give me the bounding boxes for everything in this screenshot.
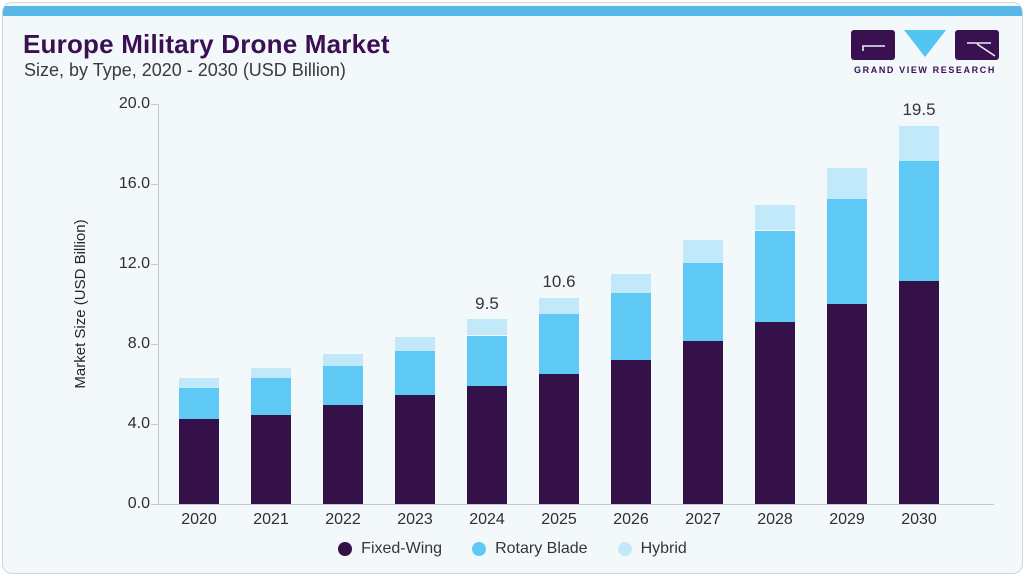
bar-segment-fixed-wing-2021 — [251, 415, 291, 504]
y-axis-tick-label: 4.0 — [127, 415, 150, 432]
top-accent-strip — [3, 6, 1022, 16]
bar-segment-fixed-wing-2025 — [539, 374, 579, 504]
bar-segment-hybrid-2025 — [539, 298, 579, 314]
bar-segment-hybrid-2020 — [179, 378, 219, 388]
legend-label: Hybrid — [640, 540, 687, 557]
bar-segment-fixed-wing-2024 — [467, 386, 507, 504]
chart-title: Europe Military Drone Market — [23, 29, 390, 59]
plot-area: 20.0 16.0 12.0 8.0 4.0 0.0 2020 2021 2022 2023 202… — [119, 95, 994, 528]
y-axis-tick — [151, 264, 158, 265]
bar-segment-hybrid-2027 — [683, 240, 723, 263]
bar-2024 — [467, 319, 507, 504]
x-axis-label-2024: 2024 — [469, 511, 505, 528]
y-axis-tick-label: 0.0 — [127, 495, 150, 512]
x-axis-label-2021: 2021 — [253, 511, 289, 528]
legend-dot-icon — [472, 542, 487, 556]
y-axis-tick-label: 8.0 — [127, 335, 150, 352]
legend-dot-icon — [617, 542, 632, 556]
bar-2021 — [251, 368, 291, 504]
y-axis-tick — [151, 184, 158, 185]
legend-item-fixed-wing: Fixed-Wing — [338, 540, 442, 558]
bar-value-label-2030: 19.5 — [902, 100, 936, 119]
bar-segment-hybrid-2022 — [323, 354, 363, 366]
bar-2027 — [683, 240, 723, 504]
x-axis-label-2026: 2026 — [613, 511, 649, 528]
bar-segment-rotary-blade-2027 — [683, 263, 723, 341]
logo-glyphs — [851, 30, 999, 60]
bar-2020 — [179, 378, 219, 504]
bar-segment-rotary-blade-2029 — [827, 199, 867, 304]
bar-segment-hybrid-2026 — [611, 274, 651, 293]
y-axis-title: Market Size (USD Billion) — [72, 219, 89, 389]
logo-wordmark: GRAND VIEW RESEARCH — [854, 65, 996, 75]
logo-r-icon — [955, 30, 999, 60]
bar-segment-fixed-wing-2023 — [395, 395, 435, 504]
bar-segment-fixed-wing-2026 — [611, 360, 651, 504]
x-axis-label-2022: 2022 — [325, 511, 361, 528]
bar-value-label-2024: 9.5 — [475, 294, 499, 313]
legend-item-rotary-blade: Rotary Blade — [472, 540, 588, 558]
bar-segment-rotary-blade-2021 — [251, 378, 291, 415]
bar-2022 — [323, 354, 363, 504]
logo-g-icon — [851, 30, 895, 60]
bar-2028 — [755, 205, 795, 504]
bar-2023 — [395, 337, 435, 504]
chart-subtitle: Size, by Type, 2020 - 2030 (USD Billion) — [24, 60, 346, 80]
bar-segment-hybrid-2021 — [251, 368, 291, 378]
bar-segment-fixed-wing-2022 — [323, 405, 363, 504]
x-axis-label-2023: 2023 — [397, 511, 433, 528]
y-axis-tick-label: 12.0 — [118, 255, 150, 272]
bar-2026 — [611, 273, 651, 504]
chart-legend: Fixed-Wing Rotary Blade Hybrid — [3, 540, 1022, 558]
x-axis-label-2030: 2030 — [901, 511, 937, 528]
legend-label: Fixed-Wing — [361, 540, 443, 557]
x-axis-label-2029: 2029 — [829, 511, 865, 528]
bar-segment-hybrid-2030 — [899, 126, 939, 161]
bar-segment-rotary-blade-2022 — [323, 366, 363, 405]
y-axis-tick — [151, 344, 158, 345]
logo-v-icon — [904, 30, 946, 57]
legend-item-hybrid: Hybrid — [617, 540, 687, 558]
bar-segment-hybrid-2028 — [755, 205, 795, 230]
x-axis-label-2027: 2027 — [685, 511, 721, 528]
bar-segment-rotary-blade-2024 — [467, 336, 507, 386]
bar-segment-hybrid-2023 — [395, 337, 435, 351]
bar-segment-rotary-blade-2020 — [179, 388, 219, 419]
x-axis-label-2025: 2025 — [541, 511, 577, 528]
bar-segment-fixed-wing-2029 — [827, 304, 867, 504]
bar-segment-fixed-wing-2020 — [179, 419, 219, 504]
bar-2030 — [899, 126, 939, 504]
bar-segment-hybrid-2029 — [827, 168, 867, 199]
legend-label: Rotary Blade — [495, 540, 588, 557]
bar-2025 — [539, 298, 579, 504]
legend-dot-icon — [338, 542, 353, 556]
bar-segment-hybrid-2024 — [467, 319, 507, 335]
bar-segment-fixed-wing-2028 — [755, 322, 795, 504]
y-axis-tick-label: 20.0 — [118, 95, 150, 112]
y-axis-tick — [151, 424, 158, 425]
bar-segment-rotary-blade-2030 — [899, 161, 939, 281]
bar-segment-fixed-wing-2030 — [899, 281, 939, 504]
bar-2029 — [827, 168, 867, 504]
bar-segment-rotary-blade-2028 — [755, 231, 795, 322]
bar-segment-rotary-blade-2023 — [395, 350, 435, 395]
bar-segment-rotary-blade-2026 — [611, 292, 651, 360]
y-axis-tick — [151, 104, 158, 105]
bar-segment-rotary-blade-2025 — [539, 314, 579, 374]
x-axis-label-2028: 2028 — [757, 511, 793, 528]
bar-segment-fixed-wing-2027 — [683, 341, 723, 504]
y-axis-tick — [151, 504, 158, 505]
y-axis-tick-label: 16.0 — [118, 175, 150, 192]
bar-value-label-2025: 10.6 — [542, 272, 576, 291]
x-axis-label-2020: 2020 — [181, 511, 217, 528]
grand-view-research-logo: GRAND VIEW RESEARCH — [851, 30, 999, 75]
